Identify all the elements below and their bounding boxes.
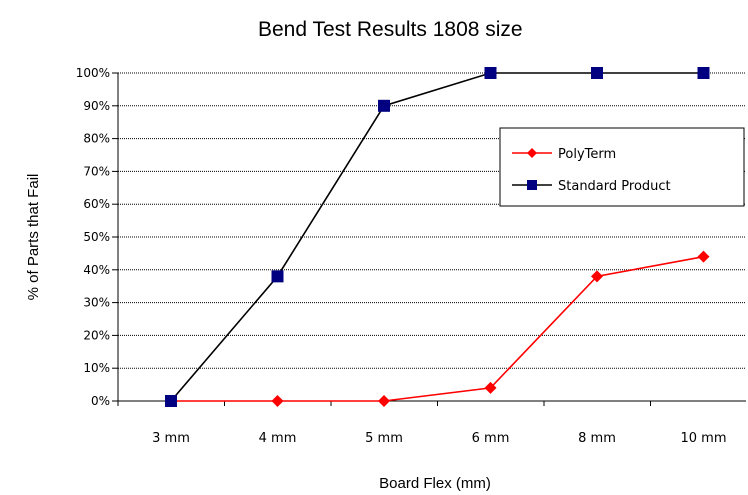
x-axis-label: Board Flex (mm) xyxy=(379,475,491,492)
series-1 xyxy=(165,67,710,407)
x-tick-label: 4 mm xyxy=(259,431,297,446)
x-tick-label: 5 mm xyxy=(365,431,403,446)
x-tick-label: 8 mm xyxy=(578,431,616,446)
y-tick-label: 10% xyxy=(83,361,110,375)
legend-marker xyxy=(527,148,537,158)
y-tick-label: 90% xyxy=(83,99,110,113)
data-point xyxy=(697,67,710,79)
y-tick-label: 20% xyxy=(83,328,110,342)
x-tick-label: 6 mm xyxy=(472,431,510,446)
data-point xyxy=(378,99,390,112)
gridlines xyxy=(118,72,746,369)
y-tick-label: 60% xyxy=(83,197,110,211)
y-axis-label: % of Parts that Fail xyxy=(25,174,42,301)
y-tick-label: 0% xyxy=(91,394,110,408)
legend: PolyTerm Standard Product xyxy=(499,127,745,207)
data-point xyxy=(591,67,603,79)
y-tick-label: 80% xyxy=(83,132,110,146)
data-point xyxy=(697,250,710,263)
data-point xyxy=(484,381,497,394)
legend-box xyxy=(499,127,745,207)
data-point xyxy=(591,270,603,283)
axes xyxy=(112,72,746,406)
data-point xyxy=(271,270,284,283)
x-tick-label: 10 mm xyxy=(680,431,726,446)
series-line xyxy=(170,72,704,402)
x-tick-labels: 3 mm 4 mm 5 mm 6 mm 8 mm 10 mm xyxy=(152,431,726,446)
legend-label: Standard Product xyxy=(558,179,671,194)
y-tick-label: 70% xyxy=(83,164,110,178)
data-point xyxy=(378,395,390,407)
series xyxy=(165,67,710,407)
data-point xyxy=(165,395,177,407)
series-line xyxy=(171,255,704,402)
y-tick-label: 100% xyxy=(76,66,110,80)
chart-title: Bend Test Results 1808 size xyxy=(258,18,523,41)
data-point xyxy=(271,395,284,407)
y-tick-label: 40% xyxy=(83,263,110,277)
y-tick-label: 50% xyxy=(83,230,110,244)
legend-marker xyxy=(527,180,537,190)
series-0 xyxy=(165,250,710,407)
x-tick-label: 3 mm xyxy=(152,431,190,446)
legend-label: PolyTerm xyxy=(558,147,616,162)
y-tick-labels: 0% 10% 20% 30% 40% 50% 60% 70% 80% 90% 100% xyxy=(76,66,110,408)
y-tick-label: 30% xyxy=(83,296,110,310)
data-point xyxy=(484,67,497,79)
